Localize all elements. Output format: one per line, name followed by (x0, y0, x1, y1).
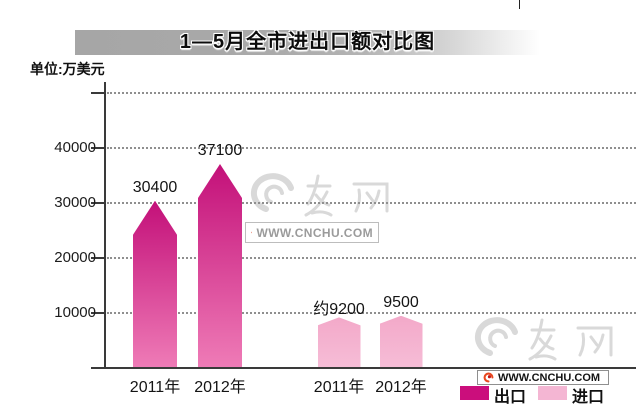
value-label-import-2011: 约9200 (313, 301, 365, 319)
bar-export-2011 (133, 200, 177, 369)
value-label-import-2012: 9500 (383, 293, 419, 311)
cnchu-swirl-logo-watermark-icon (474, 317, 613, 361)
chart-title-banner: 1—5月全市进出口额对比图 (75, 30, 540, 55)
y-axis-tick (91, 367, 105, 369)
y-axis-tick-label: 10000 (54, 304, 96, 321)
watermark-badge-center: WWW.CNCHU.COM (245, 222, 379, 243)
y-axis-tick (91, 202, 105, 204)
swirl-icon (251, 231, 253, 234)
y-axis-tick-label: 40000 (54, 139, 96, 156)
watermark-badge-bottom-right: WWW.CNCHU.COM (477, 370, 609, 385)
legend-label-import: 进口 (572, 389, 605, 406)
y-axis-line (104, 82, 106, 369)
unit-label: 单位:万美元 (30, 61, 105, 77)
y-axis-tick (91, 147, 105, 149)
chart-title: 1—5月全市进出口额对比图 (179, 31, 436, 53)
x-axis-label-import-2011: 2011年 (313, 379, 365, 396)
y-axis-tick (91, 257, 105, 259)
x-axis-label-import-2012: 2012年 (375, 379, 427, 396)
y-axis-tick-label: 30000 (54, 194, 96, 211)
grid-line (107, 257, 636, 259)
grid-line (107, 202, 636, 204)
x-axis-label-export-2012: 2012年 (194, 379, 246, 396)
scan-artifact-line (519, 0, 520, 9)
watermark-site-text: WWW.CNCHU.COM (256, 225, 373, 240)
cnchu-swirl-logo-watermark-icon (250, 173, 389, 217)
value-label-export-2012: 37100 (197, 141, 243, 159)
y-axis-tick (91, 92, 105, 94)
grid-line (107, 312, 636, 314)
grid-line (107, 92, 636, 94)
legend-swatch-export (460, 386, 489, 400)
swirl-icon (483, 372, 494, 383)
x-axis-line (104, 367, 636, 369)
watermark-site-text: WWW.CNCHU.COM (498, 371, 601, 384)
bar-export-2012 (198, 163, 242, 369)
x-axis-label-export-2011: 2011年 (129, 379, 181, 396)
bar-import-2012 (379, 315, 423, 369)
y-axis-tick (91, 312, 105, 314)
value-label-export-2011: 30400 (132, 178, 178, 196)
legend-swatch-import (538, 386, 567, 400)
y-axis-tick-label: 20000 (54, 249, 96, 266)
bar-import-2011 (317, 317, 361, 369)
legend-label-export: 出口 (494, 389, 527, 406)
grid-line (107, 147, 636, 149)
